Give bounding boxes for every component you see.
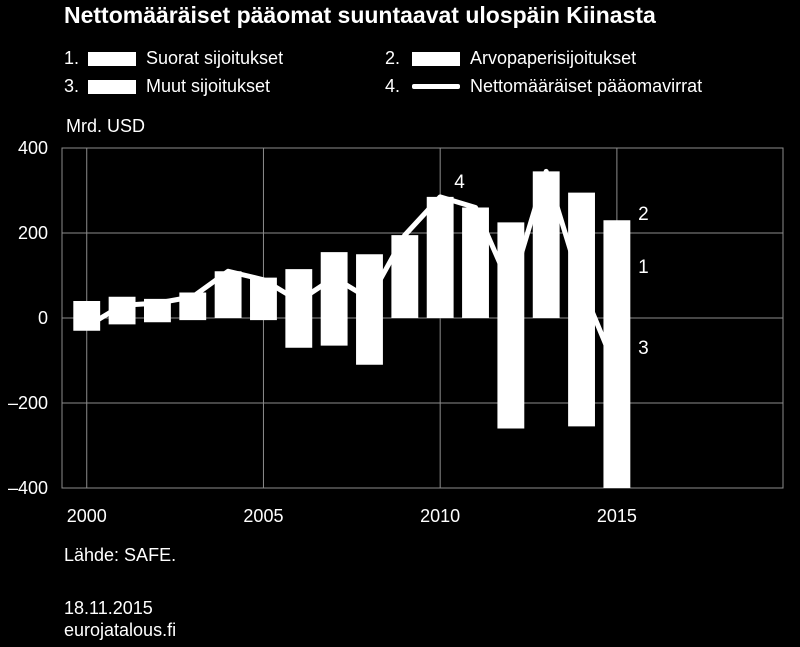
plot-frame xyxy=(61,147,784,489)
bar-2013 xyxy=(532,171,560,318)
net-flow-line xyxy=(84,168,620,374)
series-annotation-4: 4 xyxy=(454,172,465,193)
legend-label: Muut sijoitukset xyxy=(146,76,271,96)
x-tick-label: 2005 xyxy=(243,506,283,526)
series-annotation-1: 1 xyxy=(638,257,649,278)
series-annotation-2: 2 xyxy=(638,204,649,225)
legend-swatch-bar xyxy=(88,80,136,94)
y-axis-unit: Mrd. USD xyxy=(66,116,146,136)
x-tick-label: 2015 xyxy=(597,506,637,526)
y-tick-label: 400 xyxy=(18,138,48,158)
legend-number: 3. xyxy=(64,76,80,96)
legend-item-2: 2. Arvopaperisijoitukset xyxy=(385,48,705,70)
y-tick-label: 200 xyxy=(18,223,48,243)
legend-item-4: 4. Nettomääräiset pääomavirrat xyxy=(385,76,785,98)
publish-date: 18.11.2015 xyxy=(64,598,153,618)
y-tick-label: –400 xyxy=(8,478,48,498)
legend-swatch-line xyxy=(412,84,460,89)
bar-2006 xyxy=(285,269,313,348)
series-annotation-3: 3 xyxy=(638,338,649,359)
bar-2007 xyxy=(320,252,348,346)
x-tick-label: 2010 xyxy=(420,506,460,526)
legend-swatch-bar xyxy=(412,52,460,66)
site-name: eurojatalous.fi xyxy=(64,620,177,640)
chart-title: Nettomääräiset pääomat suuntaavat ulospä… xyxy=(64,2,656,28)
legend-number: 2. xyxy=(385,48,401,68)
legend-item-1: 1. Suorat sijoitukset xyxy=(64,48,334,70)
x-tick-label: 2000 xyxy=(67,506,107,526)
legend-label: Nettomääräiset pääomavirrat xyxy=(470,76,703,96)
legend-swatch-bar xyxy=(88,52,136,66)
legend-label: Suorat sijoitukset xyxy=(146,48,284,68)
bar-2010 xyxy=(426,196,454,318)
y-tick-label: 0 xyxy=(38,308,48,328)
legend-label: Arvopaperisijoitukset xyxy=(470,48,637,68)
y-tick-label: –200 xyxy=(8,393,48,413)
legend-item-3: 3. Muut sijoitukset xyxy=(64,76,334,98)
bar-2008 xyxy=(356,254,383,365)
source-note: Lähde: SAFE. xyxy=(64,545,177,565)
legend-number: 4. xyxy=(385,76,401,96)
legend-number: 1. xyxy=(64,48,80,68)
